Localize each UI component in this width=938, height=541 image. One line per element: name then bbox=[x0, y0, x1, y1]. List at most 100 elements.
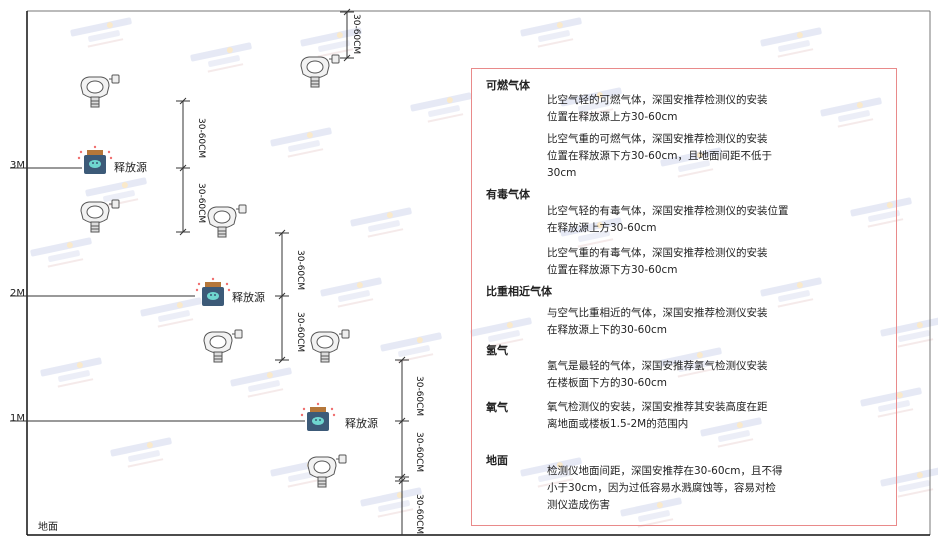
section-heading-hydrogen: 氢气 bbox=[486, 344, 508, 357]
release-source-label: 释放源 bbox=[232, 291, 265, 304]
dimension-line bbox=[395, 356, 409, 535]
paragraph-line: 位置在释放源下方30-60cm bbox=[547, 264, 678, 276]
section-heading-combustible: 可燃气体 bbox=[486, 79, 530, 92]
watermark-logo bbox=[880, 317, 938, 348]
paragraph-line: 小于30cm，因为过低容易水溅腐蚀等，容易对检 bbox=[547, 482, 776, 494]
watermark-logo bbox=[30, 237, 92, 268]
watermark-logo bbox=[270, 127, 332, 158]
dimension-tick bbox=[179, 97, 187, 105]
section-heading-similar-density: 比重相近气体 bbox=[486, 285, 552, 298]
dimension-tick bbox=[398, 477, 406, 485]
paragraph: 比空气重的有毒气体，深国安推荐检测仪的安装 位置在释放源下方30-60cm bbox=[547, 245, 768, 279]
dimension-line bbox=[275, 229, 289, 364]
paragraph: 比空气重的可燃气体，深国安推荐检测仪的安装 位置在释放源下方30-60cm，且地面… bbox=[547, 131, 772, 182]
dimension-tick bbox=[343, 54, 351, 62]
dimension-tick bbox=[179, 228, 187, 236]
paragraph-line: 离地面或楼板1.5-2M的范围内 bbox=[547, 418, 689, 430]
watermark-logo bbox=[140, 297, 202, 328]
paragraph-line: 位置在释放源上方30-60cm bbox=[547, 111, 678, 123]
watermark-logo bbox=[380, 332, 442, 363]
gas-detector-icon bbox=[80, 74, 120, 108]
dimension-label: 30-60CM bbox=[414, 376, 424, 417]
watermark-logo bbox=[560, 217, 622, 248]
gas-detector-icon bbox=[300, 54, 340, 88]
watermark-logo bbox=[110, 437, 172, 468]
floor-label: 地面 bbox=[38, 522, 58, 533]
watermark-logo bbox=[560, 87, 622, 118]
paragraph-line: 在释放源上方30-60cm bbox=[547, 222, 657, 234]
release-source-icon bbox=[300, 402, 336, 431]
paragraph: 比空气轻的有毒气体，深国安推荐检测仪的安装位置 在释放源上方30-60cm bbox=[547, 203, 789, 237]
dimension-label: 30-60CM bbox=[196, 183, 206, 224]
dimension-line bbox=[176, 97, 190, 236]
release-source-label: 释放源 bbox=[114, 161, 147, 174]
paragraph-line: 30cm bbox=[547, 167, 577, 179]
watermark-logo bbox=[320, 277, 382, 308]
height-mark-1m: 1M bbox=[10, 413, 25, 424]
watermark-logo bbox=[880, 467, 938, 498]
dimension-tick bbox=[398, 473, 406, 481]
paragraph-line: 检测仪地面间距，深国安推荐在30-60cm，且不得 bbox=[547, 465, 783, 477]
height-mark-2m: 2M bbox=[10, 288, 25, 299]
dimension-label: 30-60CM bbox=[295, 312, 305, 353]
gas-detector-icon bbox=[207, 204, 247, 238]
paragraph: 比空气轻的可燃气体，深国安推荐检测仪的安装 位置在释放源上方30-60cm bbox=[547, 92, 768, 126]
paragraph-line: 在释放源上下的30-60cm bbox=[547, 324, 668, 336]
release-source-icon bbox=[195, 277, 231, 306]
section-heading-toxic: 有毒气体 bbox=[486, 188, 530, 201]
watermark-logo bbox=[40, 357, 102, 388]
dimension-label: 30-60CM bbox=[196, 118, 206, 159]
paragraph-line: 比空气轻的有毒气体，深国安推荐检测仪的安装位置 bbox=[547, 205, 789, 217]
paragraph-line: 比空气重的有毒气体，深国安推荐检测仪的安装 bbox=[547, 247, 768, 259]
paragraph-line: 比空气重的可燃气体，深国安推荐检测仪的安装 bbox=[547, 133, 768, 145]
section-heading-oxygen: 氧气 bbox=[486, 401, 508, 414]
dimension-label: 30-60CM bbox=[295, 250, 305, 291]
paragraph: 氢气是最轻的气体，深国安推荐氢气检测仪安装 在楼板面下方的30-60cm bbox=[547, 358, 768, 392]
watermark-logo bbox=[520, 17, 582, 48]
gas-detector-icon bbox=[203, 329, 243, 363]
watermark-logo bbox=[820, 97, 882, 128]
watermarks bbox=[30, 17, 938, 528]
watermark-logo bbox=[660, 347, 722, 378]
paragraph: 氧气检测仪的安装，深国安推荐其安装高度在距 离地面或楼板1.5-2M的范围内 bbox=[547, 399, 768, 433]
height-mark-3m: 3M bbox=[10, 160, 25, 171]
watermark-logo bbox=[860, 387, 922, 418]
watermark-logo bbox=[230, 367, 292, 398]
dimension-tick bbox=[398, 417, 406, 425]
paragraph-line: 位置在释放源下方30-60cm，且地面间距不低于 bbox=[547, 150, 773, 162]
gas-detector-icon bbox=[80, 199, 120, 233]
watermark-logo bbox=[700, 417, 762, 448]
watermark-logo bbox=[760, 27, 822, 58]
watermark-logo bbox=[660, 147, 722, 178]
watermark-logo bbox=[350, 207, 412, 238]
dimension-label: 30-60CM bbox=[414, 432, 424, 473]
paragraph-line: 在楼板面下方的30-60cm bbox=[547, 377, 668, 389]
release-source-icon bbox=[77, 145, 113, 174]
dimension-tick bbox=[278, 229, 286, 237]
gas-detector-icon bbox=[310, 329, 350, 363]
release-source-label: 释放源 bbox=[345, 417, 378, 430]
paragraph-line: 与空气比重相近的气体，深国安推荐检测仪安装 bbox=[547, 307, 768, 319]
dimension-tick bbox=[278, 356, 286, 364]
dimension-tick bbox=[179, 164, 187, 172]
watermark-logo bbox=[470, 317, 532, 348]
dimension-tick bbox=[343, 8, 351, 16]
watermark-logo bbox=[190, 42, 252, 73]
paragraph-line: 比空气轻的可燃气体，深国安推荐检测仪的安装 bbox=[547, 94, 768, 106]
paragraph: 与空气比重相近的气体，深国安推荐检测仪安装 在释放源上下的30-60cm bbox=[547, 305, 768, 339]
recommendation-panel: 可燃气体 比空气轻的可燃气体，深国安推荐检测仪的安装 位置在释放源上方30-60c… bbox=[471, 68, 897, 526]
dimension-tick bbox=[278, 292, 286, 300]
dimension-tick bbox=[398, 356, 406, 364]
paragraph-line: 氢气是最轻的气体，深国安推荐氢气检测仪安装 bbox=[547, 360, 768, 372]
section-heading-floor: 地面 bbox=[486, 454, 508, 467]
watermark-logo bbox=[520, 457, 582, 488]
dimension-label: 30-60CM bbox=[351, 14, 361, 55]
watermark-logo bbox=[300, 27, 362, 58]
watermark-logo bbox=[410, 92, 472, 123]
paragraph-line: 测仪造成伤害 bbox=[547, 499, 610, 511]
watermark-logo bbox=[760, 277, 822, 308]
dimension-line bbox=[340, 8, 354, 62]
dimension-label: 30-60CM bbox=[414, 494, 424, 535]
paragraph: 检测仪地面间距，深国安推荐在30-60cm，且不得 小于30cm，因为过低容易水溅… bbox=[547, 463, 783, 514]
